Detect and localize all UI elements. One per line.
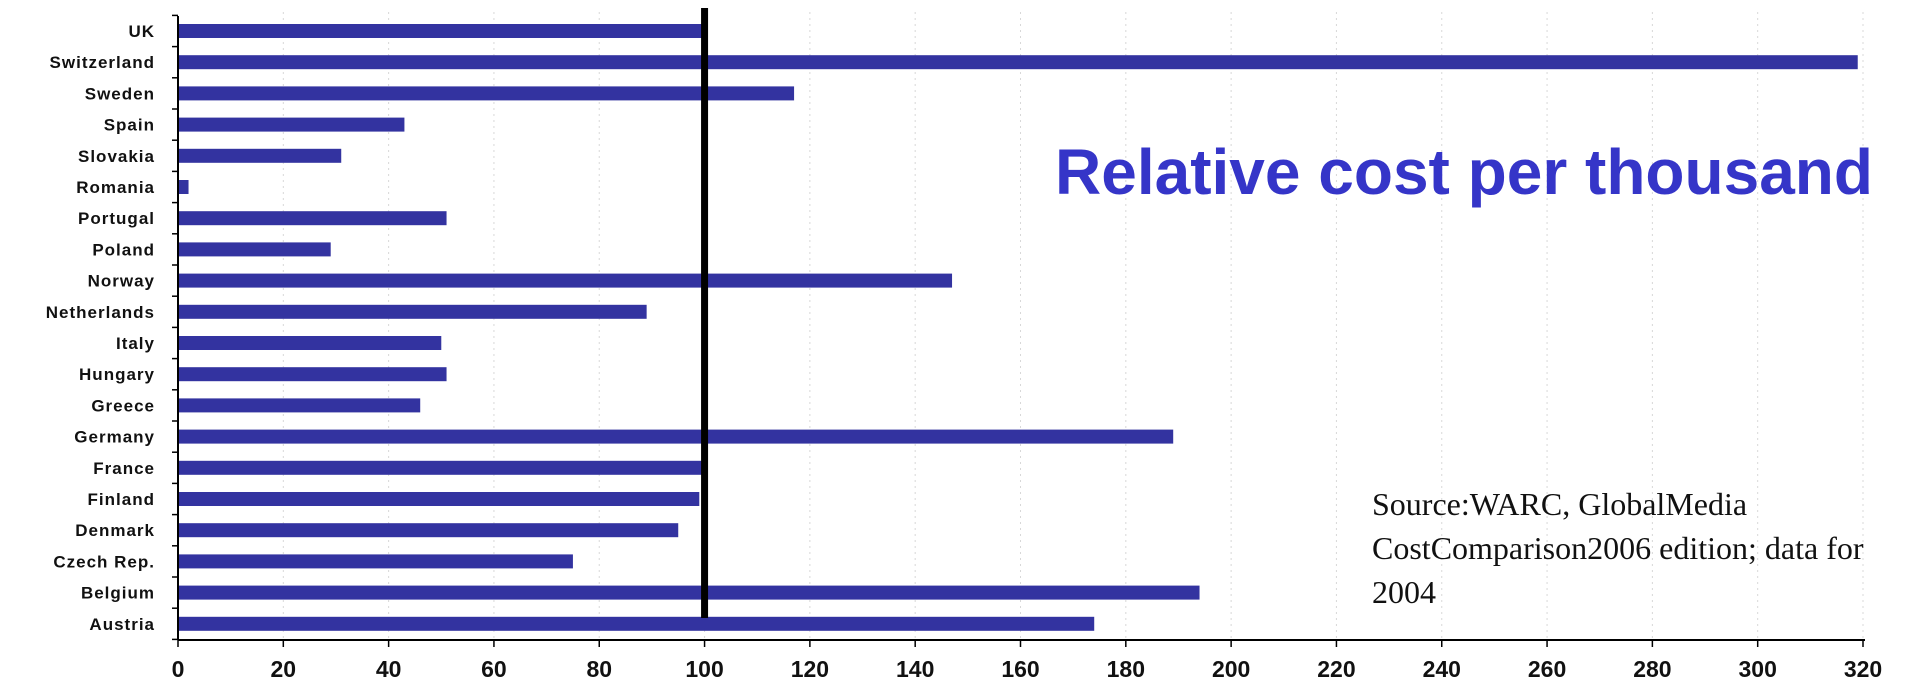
bar bbox=[178, 55, 1858, 70]
bar bbox=[178, 616, 1095, 631]
bar bbox=[178, 304, 647, 319]
bar bbox=[178, 367, 447, 382]
x-tick-label: 200 bbox=[1212, 656, 1250, 682]
x-tick-label: 260 bbox=[1528, 656, 1566, 682]
x-tick-label: 40 bbox=[376, 656, 402, 682]
x-tick-label: 80 bbox=[586, 656, 612, 682]
category-labels: UK Switzerland Sweden Spain Slovakia Romania P… bbox=[46, 22, 155, 634]
category-label: Finland bbox=[88, 490, 155, 509]
category-label: Slovakia bbox=[78, 147, 155, 166]
x-tick-label: 300 bbox=[1739, 656, 1777, 682]
category-label: Portugal bbox=[78, 209, 155, 228]
category-label: Denmark bbox=[75, 521, 155, 540]
x-tick-label: 320 bbox=[1844, 656, 1882, 682]
bar bbox=[178, 460, 705, 475]
x-tick-label: 240 bbox=[1423, 656, 1461, 682]
category-label: Switzerland bbox=[50, 53, 155, 72]
x-tick-label: 120 bbox=[791, 656, 829, 682]
bar bbox=[178, 211, 447, 226]
category-label: UK bbox=[128, 22, 155, 41]
bar bbox=[178, 398, 421, 413]
category-label: Romania bbox=[76, 178, 155, 197]
bar bbox=[178, 148, 342, 163]
category-label: Hungary bbox=[79, 365, 155, 384]
category-label: France bbox=[93, 459, 155, 478]
x-tick-label: 180 bbox=[1107, 656, 1145, 682]
category-label: Germany bbox=[74, 428, 155, 447]
bar bbox=[178, 336, 442, 350]
x-tick-label: 220 bbox=[1317, 656, 1355, 682]
x-tick-label: 20 bbox=[271, 656, 297, 682]
bar bbox=[178, 86, 795, 101]
bar bbox=[178, 492, 700, 506]
bar bbox=[178, 180, 189, 194]
category-label: Sweden bbox=[85, 84, 155, 103]
x-tick-label: 0 bbox=[172, 656, 185, 682]
bar bbox=[178, 554, 573, 569]
x-tick-label: 100 bbox=[685, 656, 723, 682]
bar bbox=[178, 523, 679, 538]
bar bbox=[178, 242, 331, 257]
category-label: Norway bbox=[88, 272, 155, 291]
x-tick-label: 140 bbox=[896, 656, 934, 682]
axes bbox=[172, 14, 1865, 647]
category-label: Spain bbox=[104, 116, 155, 135]
bars bbox=[178, 24, 1858, 631]
bar bbox=[178, 117, 405, 132]
category-label: Czech Rep. bbox=[53, 552, 155, 571]
x-tick-label: 160 bbox=[1001, 656, 1039, 682]
chart-title: Relative cost per thousand bbox=[1055, 136, 1873, 208]
x-tick-label: 280 bbox=[1633, 656, 1671, 682]
category-label: Austria bbox=[89, 615, 155, 634]
x-tick-label: 60 bbox=[481, 656, 507, 682]
bar bbox=[178, 273, 953, 288]
category-label: Netherlands bbox=[46, 303, 155, 322]
category-label: Greece bbox=[91, 396, 155, 415]
tick-labels: 0 20 40 60 80 100 120 140 160 180 200 220 240 260 280 3… bbox=[172, 656, 1883, 682]
category-label: Italy bbox=[116, 334, 155, 353]
source-note: Source:WARC, GlobalMedia CostComparison2… bbox=[1372, 486, 1864, 610]
category-label: Belgium bbox=[81, 584, 155, 603]
bar bbox=[178, 24, 705, 38]
category-label: Poland bbox=[92, 240, 155, 259]
bar bbox=[178, 429, 1174, 444]
bar bbox=[178, 585, 1200, 600]
